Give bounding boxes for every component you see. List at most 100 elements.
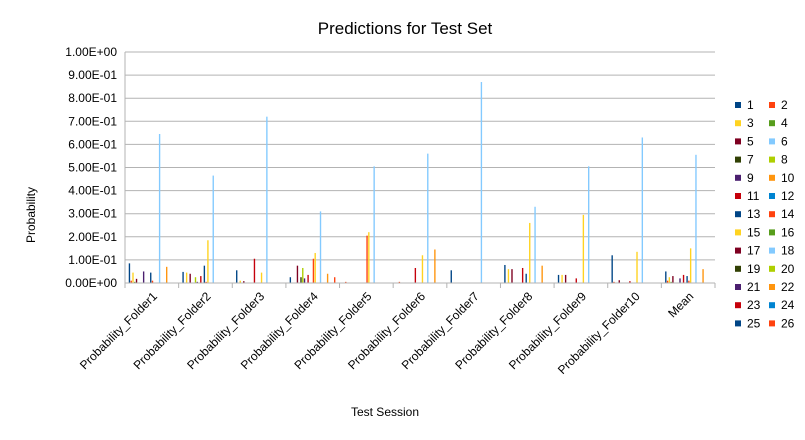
legend-swatch xyxy=(769,211,775,218)
bar-series-18-Mean xyxy=(695,154,697,283)
bar-series-11-Probability_Folder8 xyxy=(521,267,524,283)
bar-series-1-Probability_Folder2 xyxy=(182,271,184,283)
legend-swatch xyxy=(735,302,741,309)
legend-label: 18 xyxy=(781,244,795,258)
y-axis-label: Probability xyxy=(24,187,38,243)
legend-item-8: 8 xyxy=(769,153,788,167)
legend-item-2: 2 xyxy=(769,98,788,112)
y-tick-label: 5.00E-01 xyxy=(68,161,117,175)
legend-item-5: 5 xyxy=(735,134,754,148)
bar-series-11-Probability_Folder6 xyxy=(414,267,417,283)
bar-series-15-Probability_Folder3 xyxy=(260,272,263,283)
bar-series-7-Probability_Folder4 xyxy=(300,277,302,283)
legend-item-21: 21 xyxy=(735,280,761,294)
bar-series-15-Probability_Folder9 xyxy=(582,214,585,283)
legend-label: 8 xyxy=(781,153,788,167)
bar-series-1-Probability_Folder9 xyxy=(557,274,560,283)
legend-swatch xyxy=(769,174,775,181)
legend-swatch xyxy=(769,265,775,272)
legend-label: 9 xyxy=(747,171,754,185)
y-tick-label: 9.00E-01 xyxy=(68,68,117,82)
legend-label: 5 xyxy=(747,134,754,148)
legend-label: 26 xyxy=(781,316,795,330)
legend-swatch xyxy=(769,156,775,163)
legend-item-10: 10 xyxy=(769,171,795,185)
bar-series-5-Probability_Folder8 xyxy=(511,269,513,283)
legend-item-16: 16 xyxy=(769,225,795,239)
bar-series-15-Probability_Folder4 xyxy=(314,252,316,283)
legend-label: 24 xyxy=(781,298,795,312)
legend-label: 25 xyxy=(747,316,761,330)
legend-item-19: 19 xyxy=(735,262,761,276)
legend-label: 23 xyxy=(747,298,761,312)
bar-series-5-Probability_Folder4 xyxy=(296,265,299,283)
bar-series-2-Probability_Folder10 xyxy=(613,281,615,283)
y-tick-label: 6.00E-01 xyxy=(68,137,117,151)
bar-series-18-Probability_Folder9 xyxy=(588,166,590,283)
legend-swatch xyxy=(735,120,741,127)
legend-label: 3 xyxy=(747,116,754,130)
bar-series-15-Probability_Folder2 xyxy=(207,240,209,283)
bar-series-4-Mean xyxy=(670,281,672,283)
legend-label: 20 xyxy=(781,262,795,276)
bar-series-15-Probability_Folder10 xyxy=(636,251,638,283)
bar-series-22-Probability_Folder4 xyxy=(326,273,329,283)
legend-item-15: 15 xyxy=(735,225,761,239)
legend-swatch xyxy=(735,102,741,108)
bar-series-15-Probability_Folder6 xyxy=(421,255,424,283)
bar-series-14-Probability_Folder5 xyxy=(366,235,368,283)
bar-series xyxy=(128,82,704,284)
legend-item-23: 23 xyxy=(735,298,761,312)
legend-swatch xyxy=(735,174,741,181)
bar-series-2-Probability_Folder6 xyxy=(398,281,401,283)
bar-series-22-Probability_Folder1 xyxy=(166,266,168,283)
bar-series-18-Probability_Folder6 xyxy=(427,153,429,283)
legend-item-12: 12 xyxy=(769,189,795,203)
legend-item-9: 9 xyxy=(735,171,754,185)
legend-swatch xyxy=(735,211,741,218)
legend-item-4: 4 xyxy=(769,116,788,130)
bar-series-13-Probability_Folder2 xyxy=(203,265,206,283)
bar-series-3-Probability_Folder8 xyxy=(507,269,510,283)
legend-item-25: 25 xyxy=(735,316,761,330)
legend-swatch xyxy=(769,120,775,127)
bar-series-1-Probability_Folder7 xyxy=(450,270,452,283)
legend-swatch xyxy=(769,229,775,236)
bar-series-2-Mean xyxy=(666,280,669,283)
legend-swatch xyxy=(769,320,775,327)
legend-swatch xyxy=(735,247,741,254)
bar-series-5-Probability_Folder9 xyxy=(564,274,567,283)
legend-label: 4 xyxy=(781,116,788,130)
bar-series-15-Probability_Folder8 xyxy=(529,222,531,283)
legend-label: 14 xyxy=(781,207,795,221)
legend-label: 19 xyxy=(747,262,761,276)
legend-label: 22 xyxy=(781,280,795,294)
legend-swatch xyxy=(769,102,775,108)
bar-series-18-Probability_Folder2 xyxy=(212,175,214,283)
legend-label: 12 xyxy=(781,189,795,203)
legend-swatch xyxy=(735,229,741,236)
x-tick-labels: Probability_Folder1Probability_Folder2Pr… xyxy=(77,289,696,377)
legend-item-13: 13 xyxy=(735,207,761,221)
bar-series-8-Probability_Folder4 xyxy=(302,267,304,283)
legend-swatch xyxy=(735,193,741,199)
legend-swatch xyxy=(769,284,775,290)
legend-item-3: 3 xyxy=(735,116,754,130)
legend-label: 11 xyxy=(747,189,760,203)
bar-series-11-Probability_Folder3 xyxy=(253,258,256,283)
bar-series-18-Probability_Folder8 xyxy=(534,206,536,283)
chart-title: Predictions for Test Set xyxy=(318,19,493,38)
y-tick-label: 1.00E-01 xyxy=(68,253,117,267)
axes xyxy=(124,52,716,288)
bar-series-13-Mean xyxy=(686,276,688,283)
bar-series-11-Probability_Folder9 xyxy=(575,278,577,283)
bar-series-2-Probability_Folder1 xyxy=(130,280,132,283)
bar-series-11-Mean xyxy=(682,274,685,283)
legend-swatch xyxy=(735,320,741,327)
bar-series-11-Probability_Folder10 xyxy=(629,281,631,283)
legend-swatch xyxy=(735,284,741,290)
bar-series-8-Probability_Folder2 xyxy=(194,277,197,283)
bar-series-18-Probability_Folder3 xyxy=(266,116,268,284)
bar-series-22-Mean xyxy=(702,269,704,283)
